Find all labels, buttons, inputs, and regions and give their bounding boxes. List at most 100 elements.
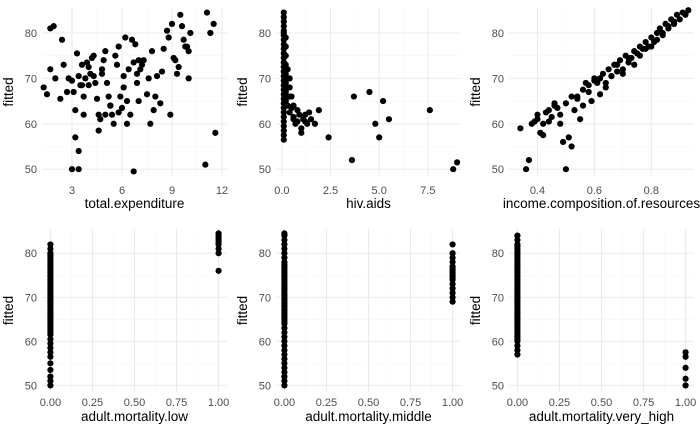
data-point [132, 41, 139, 48]
data-point [112, 52, 119, 59]
y-axis-title: fitted [468, 77, 483, 106]
data-point [449, 250, 456, 257]
data-point [281, 351, 288, 358]
data-point [579, 86, 587, 93]
data-point [579, 102, 587, 109]
data-point [585, 88, 592, 96]
y-axis-title: fitted [235, 296, 250, 325]
data-point [280, 109, 287, 116]
data-point [47, 377, 54, 385]
data-point [57, 95, 64, 102]
x-axis-title: total.expenditure [85, 196, 185, 211]
y-tick-label: 80 [25, 28, 37, 40]
x-tick-label: 0.00 [274, 397, 295, 409]
y-axis-title: fitted [235, 77, 250, 106]
data-point [280, 113, 287, 121]
data-point [281, 382, 288, 389]
data-point [545, 107, 552, 114]
data-point [545, 118, 552, 125]
panel-4: 50 60 70 80 0.00 0.25 0.50 0.75 1.00 adult.mortal… [1, 229, 229, 424]
data-point [286, 75, 293, 82]
data-point [47, 366, 54, 374]
data-point [281, 364, 288, 371]
x-tick-label: 0.0 [274, 185, 289, 197]
x-tick-label: 0.00 [40, 397, 61, 409]
data-point [528, 120, 535, 127]
data-point [115, 43, 122, 50]
data-point [653, 36, 661, 43]
data-point [105, 93, 112, 100]
data-point [596, 91, 604, 98]
x-tick-label: 9 [169, 185, 175, 197]
data-point [210, 20, 217, 27]
data-point [148, 48, 156, 55]
data-point [522, 166, 530, 173]
data-point [525, 157, 533, 164]
data-point [102, 48, 109, 55]
y-tick-label: 60 [492, 119, 504, 131]
data-point [145, 75, 152, 82]
data-point [281, 245, 288, 252]
y-tick-label: 50 [25, 380, 37, 392]
data-point [280, 118, 287, 125]
data-point [557, 111, 564, 118]
x-tick-label: 0.8 [644, 185, 659, 197]
data-point [143, 91, 151, 98]
data-point [659, 32, 666, 39]
data-point [107, 102, 114, 109]
y-tick-label: 60 [492, 336, 504, 348]
data-point [280, 23, 287, 30]
data-point [605, 66, 612, 73]
data-point [517, 125, 524, 132]
data-point [450, 166, 457, 173]
data-point [100, 57, 107, 64]
x-tick-label: 0.6 [587, 185, 602, 197]
data-point [207, 29, 214, 37]
data-point [585, 82, 592, 89]
data-point [281, 342, 288, 349]
data-point [133, 70, 141, 77]
data-point [286, 109, 293, 116]
data-point [85, 63, 92, 71]
data-point [350, 93, 357, 100]
data-point [95, 127, 102, 134]
data-point [619, 70, 626, 77]
data-point [281, 230, 288, 237]
data-point [540, 132, 547, 139]
data-point [280, 9, 287, 16]
data-point [182, 43, 189, 50]
data-point [73, 50, 81, 57]
data-point [653, 29, 661, 37]
data-point [47, 340, 54, 347]
y-tick-label: 50 [492, 380, 504, 392]
data-point [608, 73, 615, 80]
data-point [47, 250, 54, 257]
data-point [178, 23, 186, 30]
data-point [656, 25, 663, 32]
data-point [514, 351, 521, 358]
data-point [670, 20, 678, 27]
data-point [85, 82, 92, 89]
data-point [616, 57, 624, 64]
x-tick-label: 0.75 [166, 397, 187, 409]
data-point [385, 116, 393, 123]
y-tick-label: 80 [259, 248, 271, 260]
data-point [281, 333, 288, 341]
data-point [676, 16, 683, 23]
data-point [534, 111, 541, 118]
data-point [548, 113, 555, 121]
data-point [281, 329, 288, 336]
data-point [133, 79, 141, 87]
data-point [577, 116, 584, 123]
y-tick-label: 80 [492, 248, 504, 260]
x-axis-title: hiv.aids [346, 196, 391, 211]
data-point [58, 36, 66, 43]
x-tick-label: 0.00 [507, 397, 528, 409]
data-point [65, 75, 72, 82]
x-tick-label: 2.5 [323, 185, 338, 197]
data-point [631, 61, 638, 68]
data-point [372, 120, 379, 127]
x-tick-label: 0.50 [591, 397, 612, 409]
data-point [281, 360, 288, 367]
data-point [281, 325, 288, 332]
